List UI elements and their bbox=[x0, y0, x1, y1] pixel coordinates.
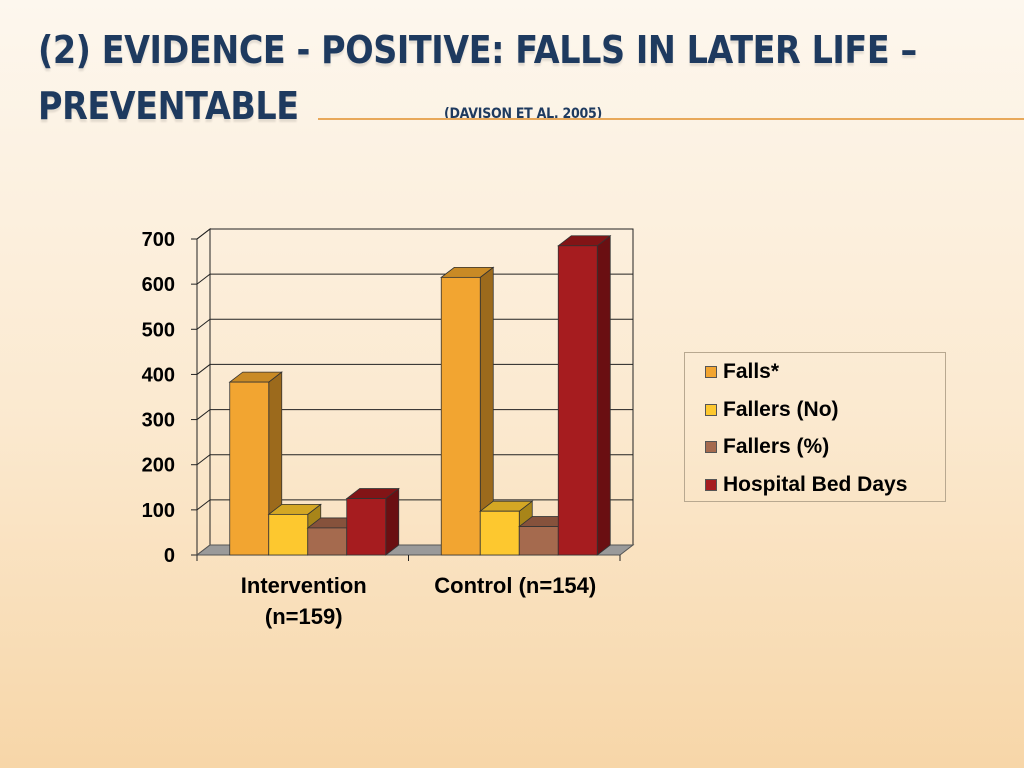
y-tick-label: 500 bbox=[142, 319, 175, 341]
bar bbox=[307, 527, 348, 556]
slide-title-line-2: PREVENTABLE bbox=[38, 84, 299, 128]
slide-title-line-1: (2) EVIDENCE - POSITIVE: FALLS IN LATER … bbox=[38, 28, 917, 72]
y-tick-label: 400 bbox=[142, 364, 175, 386]
bar bbox=[229, 381, 270, 556]
legend-item: Hospital Bed Days bbox=[705, 472, 908, 496]
title-underline bbox=[318, 118, 1024, 120]
legend-label: Fallers (%) bbox=[723, 435, 830, 458]
bar bbox=[518, 526, 559, 556]
x-category-label: (n=159) bbox=[265, 604, 343, 629]
chart-legend: Falls* Fallers (No) Fallers (%) Hospital Be… bbox=[684, 352, 946, 502]
y-tick-label: 700 bbox=[142, 229, 175, 251]
x-category-label: Control (n=154) bbox=[434, 573, 596, 598]
legend-item: Falls* bbox=[705, 360, 780, 383]
legend-swatch bbox=[705, 366, 717, 378]
legend-item: Fallers (No) bbox=[705, 397, 839, 421]
legend-swatch bbox=[705, 403, 717, 416]
y-tick-label: 300 bbox=[142, 410, 175, 432]
bar-side bbox=[385, 487, 400, 556]
gridline bbox=[196, 228, 633, 240]
y-tick-label: 200 bbox=[142, 455, 175, 477]
legend-label: Fallers (No) bbox=[723, 397, 839, 421]
bar bbox=[346, 498, 387, 556]
y-tick-label: 0 bbox=[164, 545, 175, 567]
x-category-label: Intervention bbox=[241, 573, 367, 598]
legend-swatch bbox=[705, 441, 717, 453]
legend-label: Falls* bbox=[723, 360, 780, 383]
y-tick-label: 600 bbox=[142, 274, 175, 296]
bar bbox=[268, 513, 309, 556]
legend-swatch bbox=[705, 478, 717, 491]
bar bbox=[440, 276, 481, 556]
bar bbox=[479, 510, 520, 556]
chart-side-wall bbox=[196, 227, 211, 557]
legend-item: Fallers (%) bbox=[705, 435, 830, 458]
bar bbox=[557, 245, 598, 556]
y-tick-label: 100 bbox=[142, 500, 175, 522]
bar-side bbox=[596, 234, 611, 556]
legend-label: Hospital Bed Days bbox=[723, 472, 908, 496]
